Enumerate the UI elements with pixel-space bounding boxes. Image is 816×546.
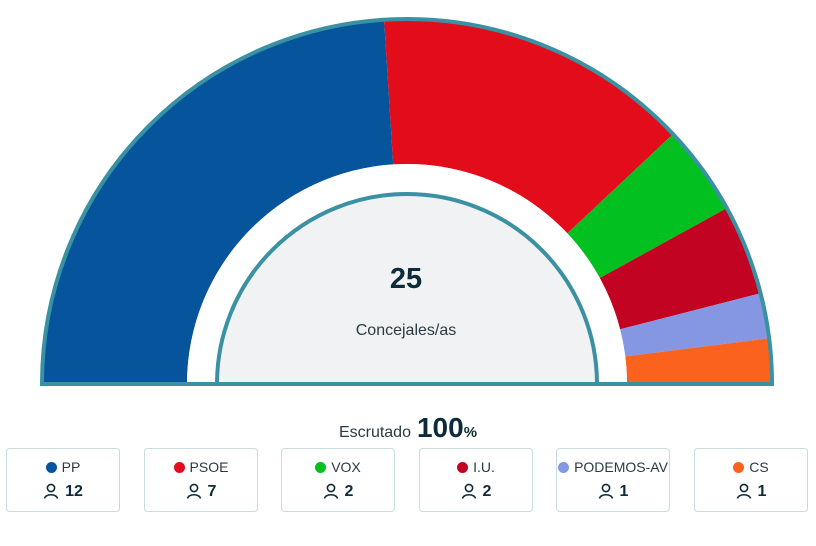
party-seats-row: 2 [420, 483, 532, 504]
party-name-row: CS [695, 459, 807, 475]
person-icon [598, 483, 614, 504]
party-name-row: PODEMOS-AV [557, 459, 669, 475]
party-color-dot [558, 462, 570, 473]
outer-border [39, 17, 775, 386]
person-icon [43, 483, 59, 504]
party-name-row: PSOE [145, 459, 257, 475]
party-seats-row: 1 [557, 483, 669, 504]
party-seats: 2 [344, 483, 354, 500]
party-name-row: VOX [282, 459, 394, 475]
party-seats: 2 [482, 483, 492, 500]
party-color-dot [457, 462, 469, 473]
slice-podemos-av [620, 293, 769, 357]
total-seats-label: Concejales/as [355, 322, 457, 339]
slice-vox [567, 134, 726, 279]
slice-psoe [384, 19, 673, 234]
party-card-cs: CS 1 [694, 448, 808, 512]
party-card-pp: PP 12 [6, 448, 120, 512]
party-seats: 1 [757, 483, 767, 500]
party-name: CS [749, 459, 769, 475]
slice-pp [43, 20, 394, 385]
party-color-dot [173, 462, 185, 473]
scrutiny-unit: % [463, 424, 478, 441]
scrutiny-label: Escrutado [338, 424, 411, 441]
party-name: PP [61, 459, 81, 475]
party-seats: 12 [65, 483, 83, 500]
party-name-row: PP [7, 459, 119, 475]
party-name: I.U. [473, 459, 495, 475]
party-color-dot [45, 462, 57, 473]
party-card-vox: VOX 2 [281, 448, 395, 512]
total-seats: 25 [389, 263, 423, 295]
party-card-i-u: I.U. 2 [419, 448, 533, 512]
party-legend: PP 12 PSOE 7 VOX 2 I.U. 2 PODEMOS-AV 1 CS 1 [6, 448, 810, 514]
party-seats-row: 2 [282, 483, 394, 504]
party-seats: 1 [619, 483, 629, 500]
scrutiny-indicator: Escrutado 100% [0, 412, 816, 444]
party-color-dot [733, 462, 745, 473]
party-seats: 7 [207, 483, 217, 500]
slice-cs [625, 338, 771, 384]
person-icon [736, 483, 752, 504]
person-icon [186, 483, 202, 504]
center-disc [214, 192, 600, 386]
party-name: VOX [331, 459, 361, 475]
party-card-psoe: PSOE 7 [144, 448, 258, 512]
slice-i-u [599, 208, 760, 330]
party-seats-row: 12 [7, 483, 119, 504]
party-seats-row: 7 [145, 483, 257, 504]
person-icon [461, 483, 477, 504]
scrutiny-value: 100 [416, 412, 464, 443]
hemicycle-chart [39, 17, 775, 386]
party-card-podemos-av: PODEMOS-AV 1 [556, 448, 670, 512]
person-icon [323, 483, 339, 504]
party-color-dot [315, 462, 327, 473]
party-name: PSOE [189, 459, 229, 475]
party-name: PODEMOS-AV [574, 459, 668, 475]
party-seats-row: 1 [695, 483, 807, 504]
party-name-row: I.U. [420, 459, 532, 475]
